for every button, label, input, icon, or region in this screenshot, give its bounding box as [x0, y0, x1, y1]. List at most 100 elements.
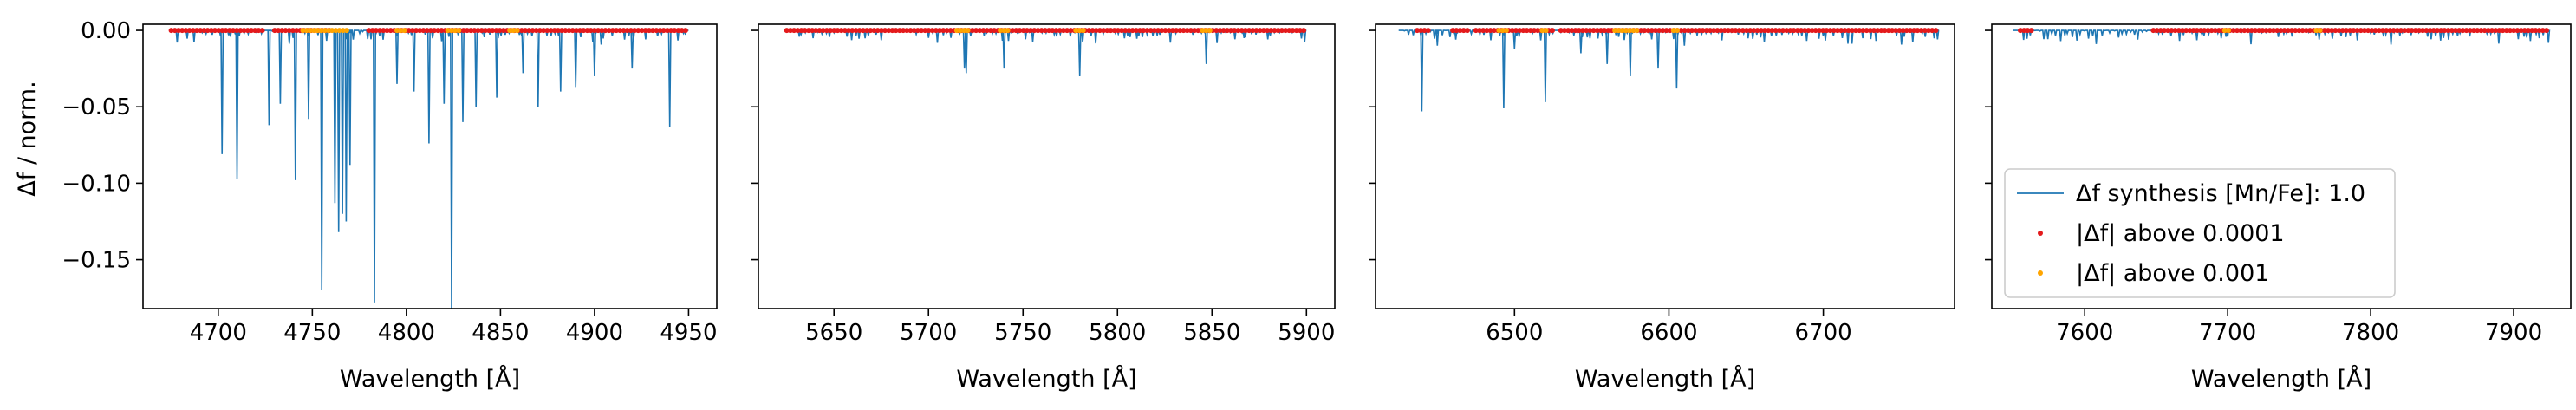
point-above-0.0001: [1046, 28, 1052, 34]
point-above-0.0001: [1766, 28, 1772, 34]
point-above-0.0001: [1297, 28, 1303, 34]
point-above-0.0001: [1509, 28, 1515, 34]
point-above-0.0001: [987, 28, 993, 34]
point-above-0.0001: [1740, 28, 1746, 34]
point-above-0.0001: [1685, 28, 1691, 34]
point-above-0.0001: [464, 28, 470, 34]
point-above-0.001: [2226, 28, 2231, 34]
x-axis-title: Wavelength [Å]: [956, 365, 1136, 393]
point-above-0.0001: [907, 28, 914, 34]
point-above-0.0001: [1773, 28, 1779, 34]
plot-area: [1398, 28, 1940, 112]
point-above-0.001: [401, 28, 407, 34]
point-above-0.0001: [1425, 28, 1431, 34]
point-above-0.0001: [244, 28, 250, 34]
point-above-0.001: [1630, 28, 1636, 34]
point-above-0.0001: [2449, 28, 2455, 34]
point-above-0.0001: [1290, 28, 1296, 34]
point-above-0.0001: [377, 28, 383, 34]
point-above-0.0001: [1598, 28, 1603, 34]
point-above-0.0001: [1569, 28, 1575, 34]
point-above-0.0001: [1784, 28, 1790, 34]
point-above-0.0001: [1250, 28, 1256, 34]
point-above-0.0001: [1922, 28, 1928, 34]
point-above-0.0001: [1565, 28, 1571, 34]
point-above-0.0001: [1900, 28, 1906, 34]
point-above-0.0001: [2420, 28, 2426, 34]
point-above-0.0001: [835, 28, 841, 34]
point-above-0.001: [1675, 28, 1680, 34]
legend-label: Δf synthesis [Mn/Fe]: 1.0: [2076, 180, 2365, 207]
point-above-0.0001: [1929, 28, 1935, 34]
point-above-0.001: [998, 28, 1004, 34]
point-above-0.0001: [1057, 28, 1063, 34]
point-above-0.0001: [573, 28, 579, 34]
point-above-0.0001: [223, 28, 229, 34]
point-above-0.0001: [2384, 28, 2390, 34]
point-above-0.0001: [1580, 28, 1585, 34]
point-above-0.0001: [1860, 28, 1866, 34]
x-tick-label: 5850: [1183, 320, 1240, 346]
point-above-0.0001: [1736, 28, 1742, 34]
point-above-0.0001: [2281, 28, 2287, 34]
point-above-0.0001: [1286, 28, 1292, 34]
point-above-0.0001: [1933, 28, 1939, 34]
point-above-0.0001: [241, 28, 247, 34]
point-above-0.0001: [1845, 28, 1851, 34]
point-above-0.0001: [1275, 28, 1281, 34]
point-above-0.0001: [1799, 28, 1804, 34]
point-above-0.0001: [1122, 28, 1129, 34]
point-above-0.0001: [548, 28, 554, 34]
point-above-0.0001: [904, 28, 910, 34]
point-above-0.001: [303, 28, 309, 34]
point-above-0.0001: [424, 28, 430, 34]
point-above-0.0001: [980, 28, 986, 34]
x-tick-label: 7700: [2199, 320, 2256, 346]
point-above-0.0001: [1747, 28, 1753, 34]
point-above-0.0001: [1477, 28, 1482, 34]
point-above-0.0001: [1831, 28, 1837, 34]
point-above-0.0001: [2212, 28, 2218, 34]
point-above-0.0001: [1042, 28, 1048, 34]
point-above-0.0001: [237, 28, 244, 34]
point-above-0.0001: [435, 28, 441, 34]
point-above-0.0001: [1572, 28, 1578, 34]
point-above-0.0001: [544, 28, 550, 34]
point-above-0.0001: [478, 28, 485, 34]
point-above-0.0001: [1119, 28, 1125, 34]
point-above-0.0001: [882, 28, 888, 34]
point-above-0.0001: [439, 28, 445, 34]
point-above-0.0001: [1520, 28, 1526, 34]
point-above-0.0001: [1064, 28, 1070, 34]
point-above-0.0001: [2296, 28, 2302, 34]
point-above-0.0001: [654, 28, 660, 34]
point-above-0.0001: [802, 28, 808, 34]
point-above-0.0001: [420, 28, 426, 34]
point-above-0.0001: [541, 28, 547, 34]
point-above-0.0001: [566, 28, 572, 34]
point-above-0.0001: [650, 28, 656, 34]
point-above-0.0001: [2238, 28, 2244, 34]
point-above-0.0001: [1010, 28, 1016, 34]
point-above-0.0001: [551, 28, 557, 34]
point-above-0.0001: [490, 28, 496, 34]
point-above-0.0001: [493, 28, 499, 34]
point-above-0.0001: [1769, 28, 1775, 34]
point-above-0.0001: [1849, 28, 1855, 34]
point-above-0.0001: [2427, 28, 2433, 34]
point-above-0.0001: [1159, 28, 1165, 34]
point-above-0.001: [1634, 28, 1640, 34]
point-above-0.0001: [1703, 28, 1709, 34]
point-above-0.001: [394, 28, 400, 34]
point-above-0.0001: [1733, 28, 1739, 34]
point-above-0.0001: [1028, 28, 1034, 34]
point-above-0.0001: [417, 28, 423, 34]
point-above-0.0001: [1068, 28, 1074, 34]
point-above-0.0001: [526, 28, 532, 34]
point-above-0.0001: [606, 28, 612, 34]
axes-frame: [1375, 23, 1955, 309]
axes-frame: [758, 23, 1336, 309]
point-above-0.0001: [2253, 28, 2258, 34]
synthesis-line: [1398, 29, 1940, 112]
point-above-0.0001: [1484, 28, 1490, 34]
